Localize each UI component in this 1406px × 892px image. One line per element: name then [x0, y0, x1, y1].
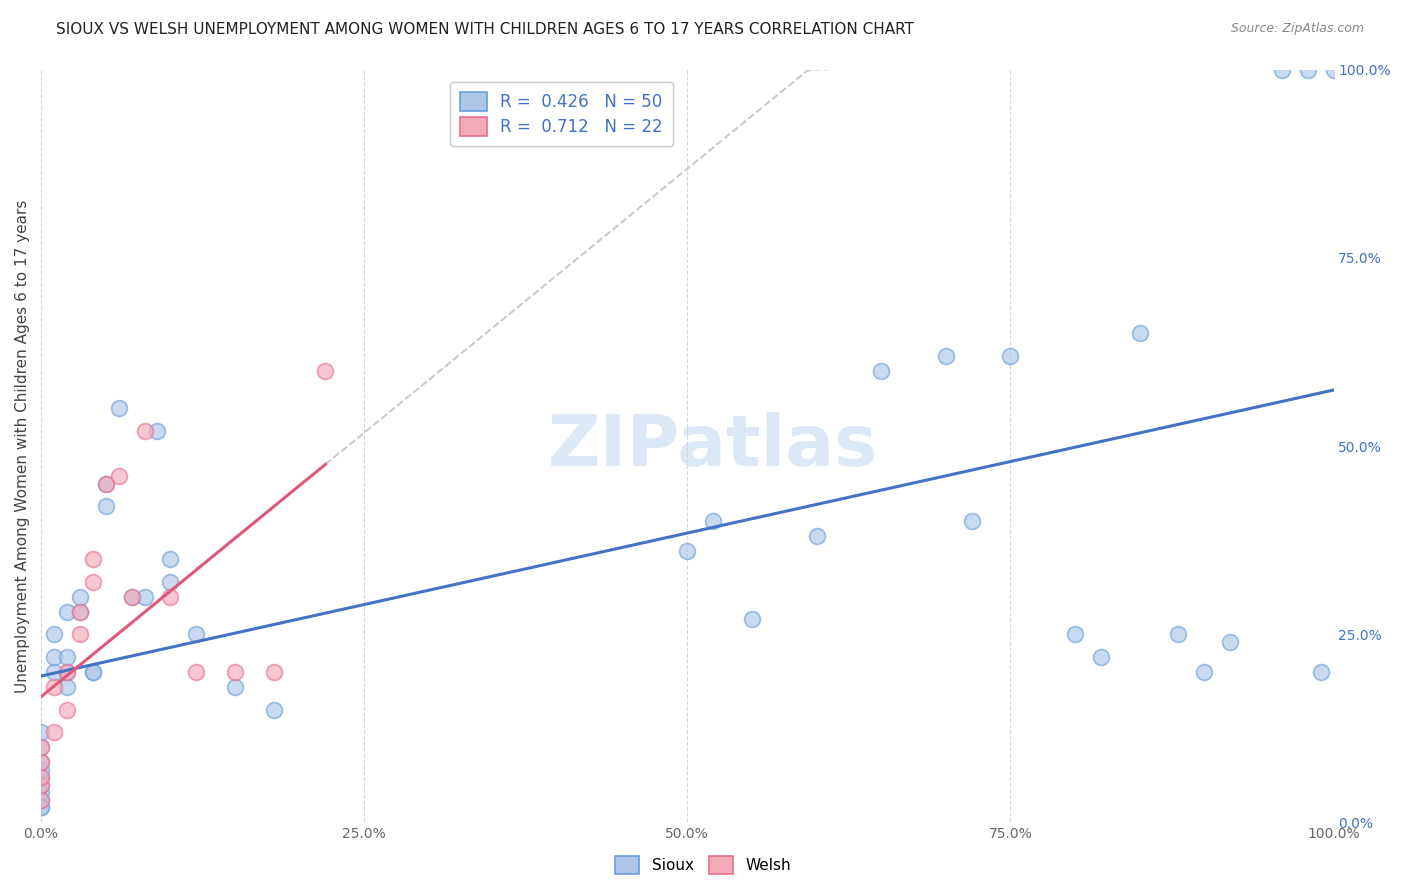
Point — [159, 552, 181, 566]
Point — [94, 476, 117, 491]
Legend: R =  0.426   N = 50, R =  0.712   N = 22: R = 0.426 N = 50, R = 0.712 N = 22 — [450, 82, 672, 146]
Point — [186, 665, 208, 679]
Point — [1064, 627, 1087, 641]
Point — [30, 800, 52, 814]
Point — [146, 424, 169, 438]
Point — [1194, 665, 1216, 679]
Point — [42, 627, 65, 641]
Point — [1129, 326, 1152, 340]
Point — [42, 665, 65, 679]
Point — [30, 740, 52, 755]
Point — [42, 649, 65, 664]
Point — [82, 665, 104, 679]
Point — [30, 756, 52, 770]
Point — [30, 725, 52, 739]
Point — [69, 590, 91, 604]
Point — [806, 529, 828, 543]
Point — [702, 514, 724, 528]
Point — [224, 665, 246, 679]
Point — [870, 364, 893, 378]
Point — [134, 590, 156, 604]
Point — [30, 770, 52, 784]
Point — [121, 590, 143, 604]
Point — [42, 680, 65, 694]
Point — [69, 627, 91, 641]
Point — [56, 680, 79, 694]
Point — [30, 800, 52, 814]
Point — [42, 725, 65, 739]
Point — [960, 514, 983, 528]
Point — [30, 785, 52, 799]
Point — [1309, 665, 1331, 679]
Point — [30, 740, 52, 755]
Point — [69, 605, 91, 619]
Text: Source: ZipAtlas.com: Source: ZipAtlas.com — [1230, 22, 1364, 36]
Point — [30, 778, 52, 792]
Point — [1322, 62, 1344, 77]
Point — [30, 756, 52, 770]
Point — [30, 793, 52, 807]
Point — [159, 574, 181, 589]
Point — [263, 702, 285, 716]
Point — [94, 476, 117, 491]
Point — [314, 364, 336, 378]
Point — [56, 665, 79, 679]
Point — [1000, 349, 1022, 363]
Point — [30, 770, 52, 784]
Point — [224, 680, 246, 694]
Legend: Sioux, Welsh: Sioux, Welsh — [609, 850, 797, 880]
Point — [741, 612, 763, 626]
Point — [159, 590, 181, 604]
Point — [107, 469, 129, 483]
Point — [186, 627, 208, 641]
Point — [56, 605, 79, 619]
Point — [1090, 649, 1112, 664]
Text: SIOUX VS WELSH UNEMPLOYMENT AMONG WOMEN WITH CHILDREN AGES 6 TO 17 YEARS CORRELA: SIOUX VS WELSH UNEMPLOYMENT AMONG WOMEN … — [56, 22, 914, 37]
Point — [82, 574, 104, 589]
Point — [82, 552, 104, 566]
Point — [30, 763, 52, 777]
Point — [121, 590, 143, 604]
Point — [69, 605, 91, 619]
Y-axis label: Unemployment Among Women with Children Ages 6 to 17 years: Unemployment Among Women with Children A… — [15, 199, 30, 693]
Point — [676, 544, 699, 558]
Point — [30, 793, 52, 807]
Point — [56, 665, 79, 679]
Point — [94, 500, 117, 514]
Point — [1271, 62, 1294, 77]
Point — [1167, 627, 1189, 641]
Text: ZIPatlas: ZIPatlas — [548, 411, 879, 481]
Point — [56, 649, 79, 664]
Point — [134, 424, 156, 438]
Point — [1219, 634, 1241, 648]
Point — [263, 665, 285, 679]
Point — [30, 778, 52, 792]
Point — [935, 349, 957, 363]
Point — [1296, 62, 1319, 77]
Point — [82, 665, 104, 679]
Point — [56, 702, 79, 716]
Point — [107, 401, 129, 416]
